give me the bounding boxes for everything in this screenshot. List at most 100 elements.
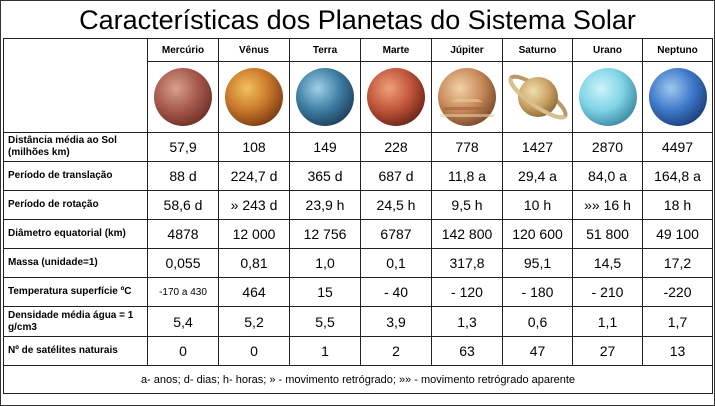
planets-table: Mercúrio Vênus Terra Marte Júpiter Satur…: [3, 38, 713, 394]
table-cell: 13: [642, 336, 713, 366]
planet-image-cell: [147, 61, 219, 133]
table-cell: 464: [218, 277, 290, 307]
corner-blank-cell: [3, 38, 148, 133]
mars-icon: [367, 68, 425, 126]
mercury-icon: [154, 68, 212, 126]
planet-name-neptuno: Neptuno: [642, 38, 713, 62]
table-cell: 317,8: [431, 248, 503, 278]
table-cell: 9,5 h: [431, 190, 503, 220]
table-cell: 5,2: [218, 306, 290, 337]
planet-image-cell: [360, 61, 432, 133]
table-cell: -220: [642, 277, 713, 307]
table-row: Temperatura superfície ºC -170 a 430 464…: [3, 277, 713, 307]
footer-row: a- anos; d- dias; h- horas; » - moviment…: [3, 365, 713, 394]
row-label: Diâmetro equatorial (km): [3, 219, 148, 249]
saturn-icon: [508, 74, 568, 120]
table-cell: 15: [289, 277, 361, 307]
table-cell: - 40: [360, 277, 432, 307]
table-cell: 3,9: [360, 306, 432, 337]
table-cell: 0,81: [218, 248, 290, 278]
planet-name-terra: Terra: [289, 38, 361, 62]
legend-note: a- anos; d- dias; h- horas; » - moviment…: [3, 365, 713, 394]
venus-icon: [225, 68, 283, 126]
neptune-icon: [648, 68, 707, 126]
table-cell: 2: [360, 336, 432, 366]
table-cell: 12 756: [289, 219, 361, 249]
planet-name-venus: Vênus: [218, 38, 290, 62]
table-cell: 49 100: [642, 219, 713, 249]
row-label: Período de translação: [3, 161, 148, 191]
table-cell: 0: [147, 336, 219, 366]
table-cell: 120 600: [502, 219, 573, 249]
table-cell: 0,055: [147, 248, 219, 278]
jupiter-icon: [438, 68, 496, 126]
table-cell: 1,0: [289, 248, 361, 278]
table-cell: 18 h: [642, 190, 713, 220]
row-label: Temperatura superfície ºC: [3, 277, 148, 307]
table-row: Período de rotação 58,6 d » 243 d 23,9 h…: [3, 190, 713, 220]
table-cell: 687 d: [360, 161, 432, 191]
table-row: Distância média ao Sol (milhões km) 57,9…: [3, 132, 713, 162]
table-cell: 5,5: [289, 306, 361, 337]
table-row: Diâmetro equatorial (km) 4878 12 000 12 …: [3, 219, 713, 249]
table-cell: 58,6 d: [147, 190, 219, 220]
planet-image-cell: [289, 61, 361, 133]
table-cell: 24,5 h: [360, 190, 432, 220]
planet-image-cell: [642, 61, 713, 133]
table-cell: 27: [572, 336, 643, 366]
table-cell: 84,0 a: [572, 161, 643, 191]
planet-name-saturno: Saturno: [502, 38, 573, 62]
table-row: Densidade média água = 1 g/cm3 5,4 5,2 5…: [3, 306, 713, 337]
planet-image-cell: [502, 61, 573, 133]
table-cell: 23,9 h: [289, 190, 361, 220]
table-cell: 14,5: [572, 248, 643, 278]
row-label: Período de rotação: [3, 190, 148, 220]
table-cell: - 210: [572, 277, 643, 307]
table-cell: 228: [360, 132, 432, 162]
table-row: Nº de satélites naturais 0 0 1 2 63 47 2…: [3, 336, 713, 366]
table-cell: 63: [431, 336, 503, 366]
table-cell: 0,1: [360, 248, 432, 278]
table-cell: 4878: [147, 219, 219, 249]
row-label: Nº de satélites naturais: [3, 336, 148, 366]
table-cell: -170 a 430: [147, 277, 219, 307]
table-cell: 1,7: [642, 306, 713, 337]
table-cell: 142 800: [431, 219, 503, 249]
table-cell: 365 d: [289, 161, 361, 191]
table-cell: 57,9: [147, 132, 219, 162]
table-cell: »» 16 h: [572, 190, 643, 220]
row-label: Distância média ao Sol (milhões km): [3, 132, 148, 162]
table-cell: 0: [218, 336, 290, 366]
table-cell: 224,7 d: [218, 161, 290, 191]
table-cell: 6787: [360, 219, 432, 249]
table-cell: 11,8 a: [431, 161, 503, 191]
planet-image-cell: [572, 61, 643, 133]
table-cell: 149: [289, 132, 361, 162]
planet-images-row: [4, 61, 713, 133]
row-label: Massa (unidade=1): [3, 248, 148, 278]
table-cell: - 180: [502, 277, 573, 307]
table-cell: - 120: [431, 277, 503, 307]
table-row: Período de translação 88 d 224,7 d 365 d…: [3, 161, 713, 191]
table-cell: 1: [289, 336, 361, 366]
planet-names-row: Mercúrio Vênus Terra Marte Júpiter Satur…: [3, 38, 713, 133]
row-label: Densidade média água = 1 g/cm3: [3, 306, 148, 337]
table-cell: 12 000: [218, 219, 290, 249]
page-title: Características dos Planetas do Sistema …: [79, 5, 636, 35]
table-cell: 2870: [572, 132, 643, 162]
table-cell: » 243 d: [218, 190, 290, 220]
table-cell: 778: [431, 132, 503, 162]
planet-name-jupiter: Júpiter: [431, 38, 503, 62]
table-cell: 29,4 a: [502, 161, 573, 191]
planet-image-cell: [431, 61, 503, 133]
table-cell: 0,6: [502, 306, 573, 337]
table-cell: 95,1: [502, 248, 573, 278]
table-cell: 51 800: [572, 219, 643, 249]
planet-name-mercurio: Mercúrio: [147, 38, 219, 62]
table-cell: 47: [502, 336, 573, 366]
table-cell: 4497: [642, 132, 713, 162]
table-cell: 1,3: [431, 306, 503, 337]
table-cell: 5,4: [147, 306, 219, 337]
planet-name-urano: Urano: [572, 38, 643, 62]
table-cell: 1,1: [572, 306, 643, 337]
